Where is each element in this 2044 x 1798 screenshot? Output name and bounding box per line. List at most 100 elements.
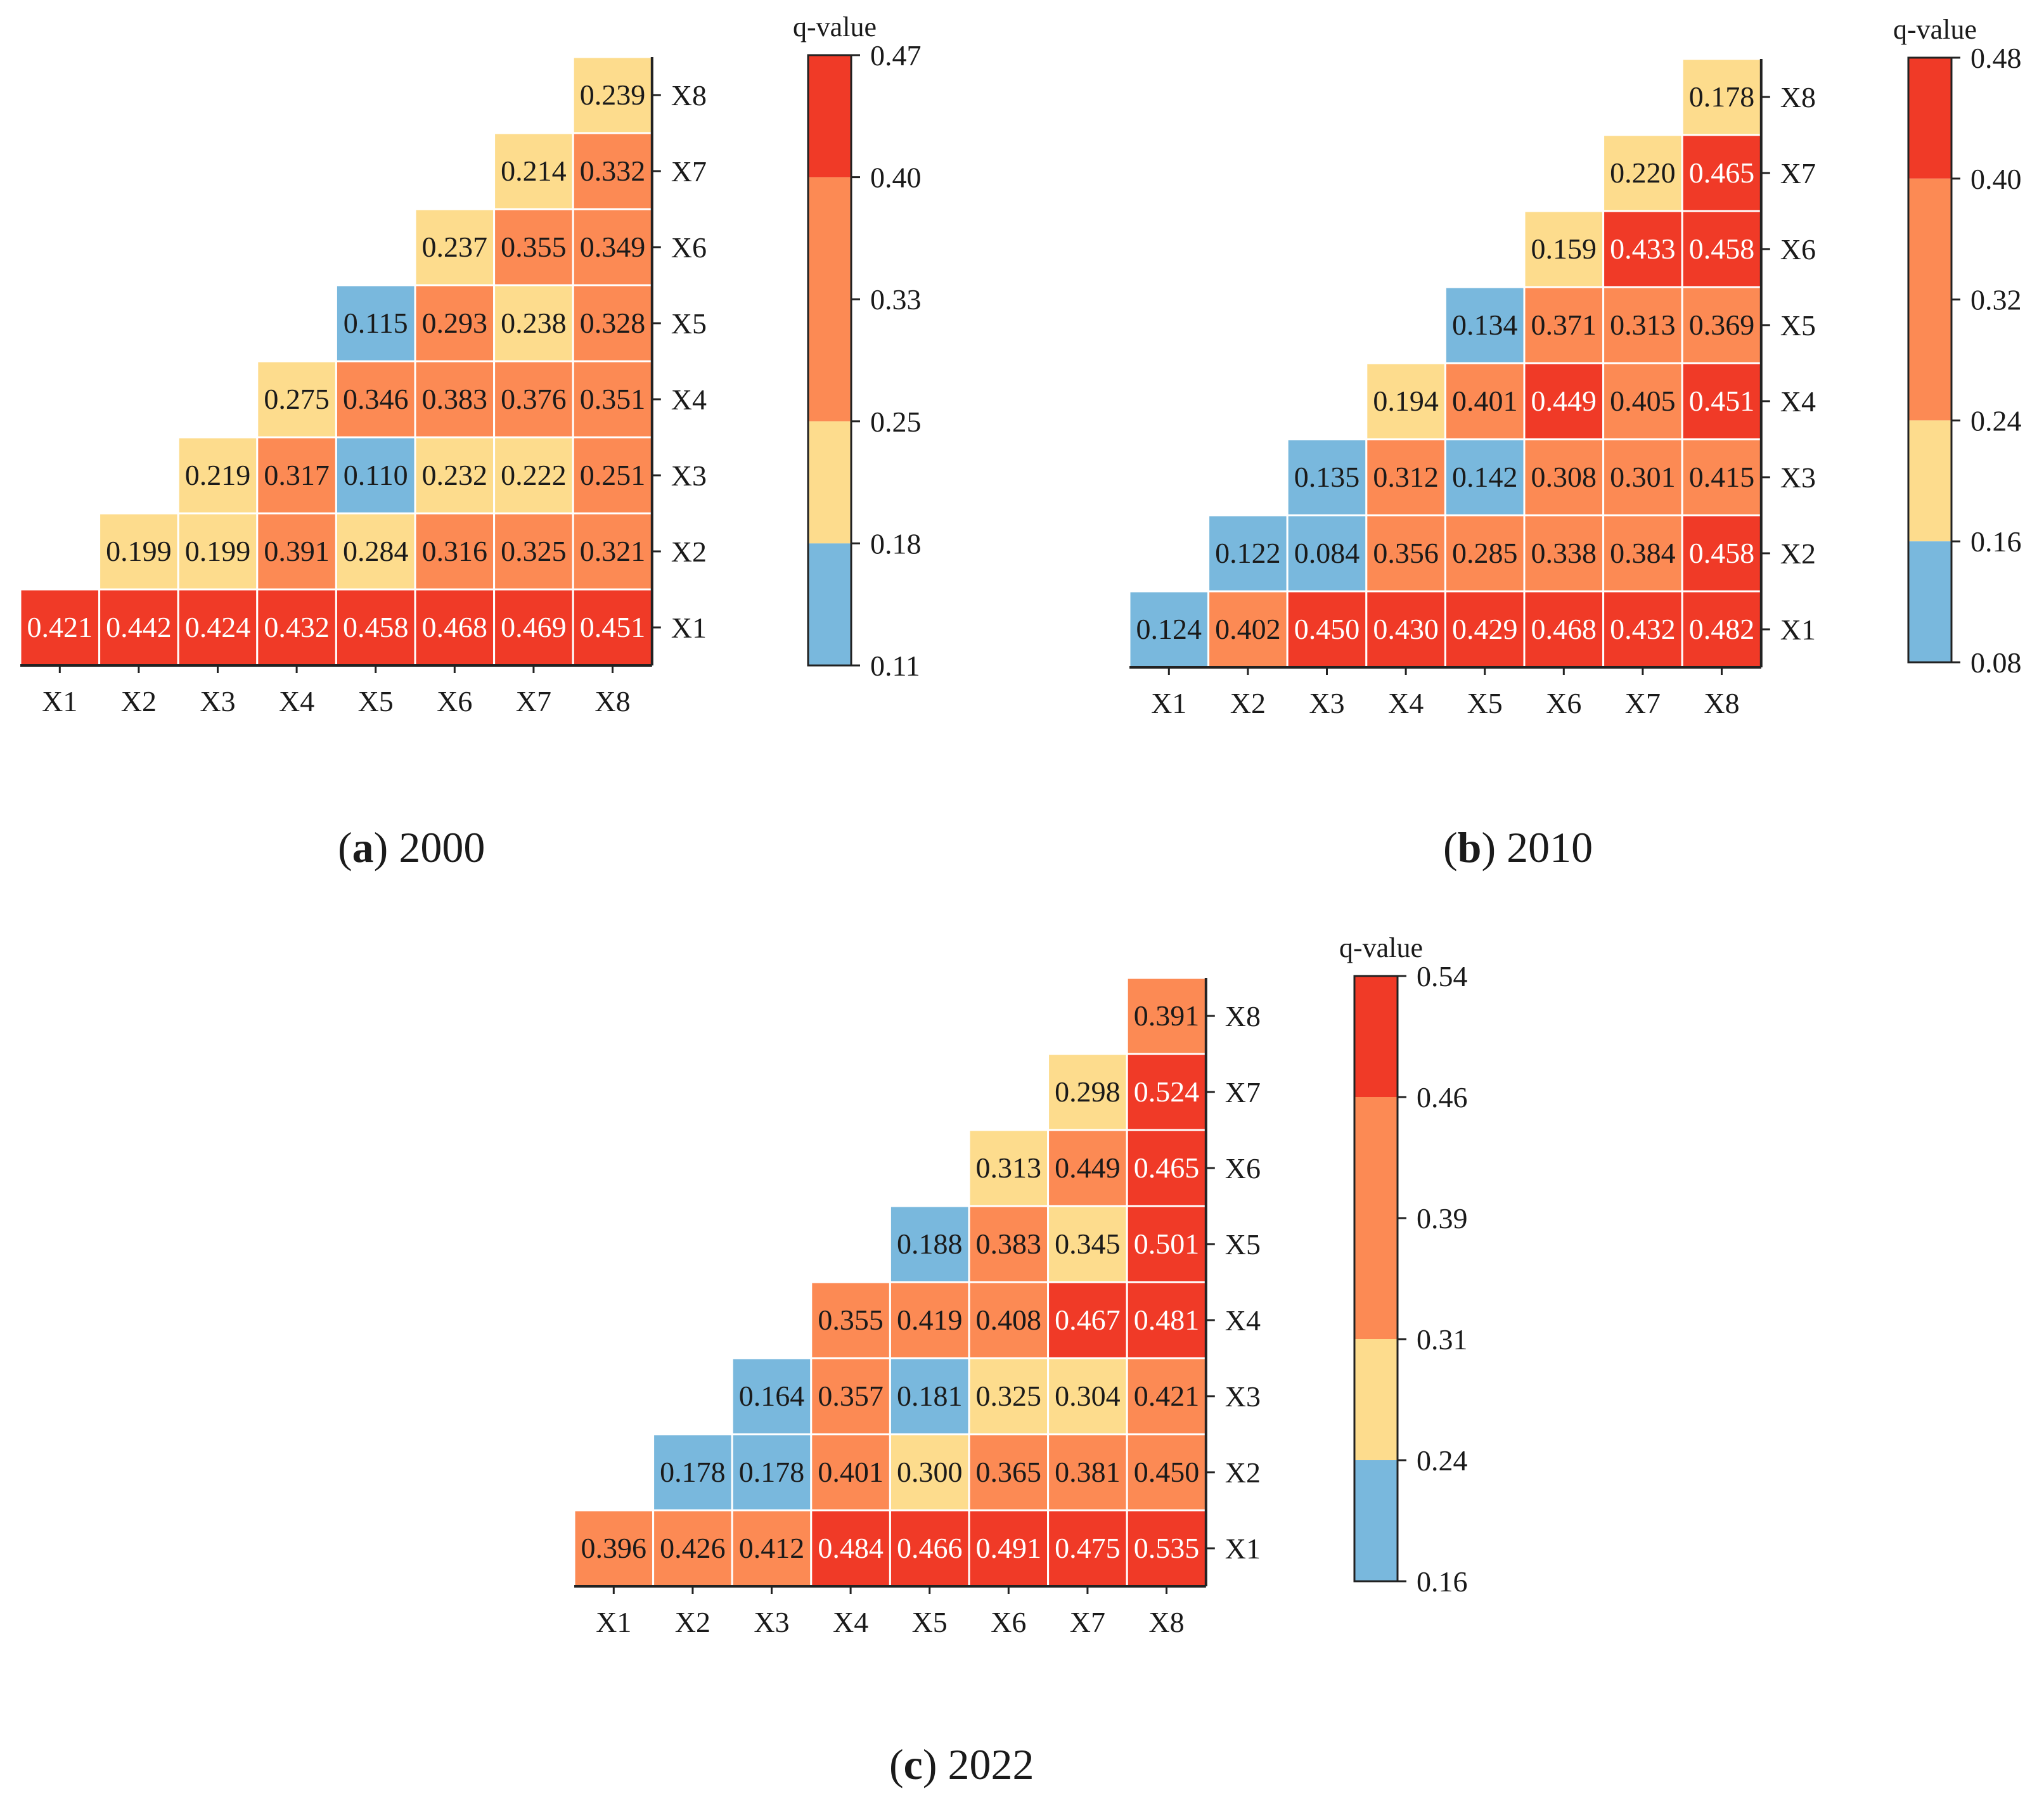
heatmap-cell — [1365, 362, 1446, 440]
x-tick-label: X2 — [1230, 687, 1266, 719]
legend-tick-label: 0.32 — [1970, 284, 2022, 316]
y-tick-label: X8 — [1225, 1000, 1261, 1032]
cell-value-label: 0.468 — [422, 611, 488, 643]
legend-color-segment — [1908, 420, 1951, 542]
x-tick-label: X6 — [437, 685, 472, 717]
cell-value-label: 0.442 — [106, 611, 172, 643]
legend-tick-label: 0.46 — [1417, 1081, 1468, 1114]
cell-value-label: 0.450 — [1294, 613, 1360, 645]
legend-color-segment — [1354, 976, 1398, 1097]
caption-a-letter: a — [352, 823, 374, 871]
legend-color-segment — [808, 55, 851, 177]
legend-tick-label: 0.40 — [1970, 163, 2022, 195]
heatmap-cell — [493, 436, 574, 515]
cell-value-label: 0.475 — [1055, 1532, 1121, 1564]
legend-bar-outline — [807, 54, 852, 667]
y-tick-label: X1 — [671, 612, 707, 644]
cell-value-label: 0.501 — [1134, 1228, 1200, 1260]
y-tick-label: X8 — [671, 79, 707, 112]
x-tick-label: X4 — [1388, 687, 1424, 719]
heatmap-cell — [572, 436, 653, 515]
cell-value-label: 0.188 — [897, 1228, 963, 1260]
heatmap-cell — [1523, 362, 1605, 440]
cell-value-label: 0.178 — [660, 1456, 726, 1488]
x-tick-label: X1 — [1151, 687, 1186, 719]
cell-value-label: 0.481 — [1134, 1304, 1200, 1336]
cell-value-label: 0.110 — [344, 459, 408, 491]
heatmap-cell — [177, 436, 259, 515]
y-tick-label: X7 — [671, 155, 707, 188]
heatmap-cell — [1602, 590, 1683, 669]
heatmap-cell — [889, 1205, 970, 1283]
legend-color-segment — [1354, 1097, 1398, 1339]
heatmap-cell — [572, 208, 653, 286]
cell-value-label: 0.316 — [422, 535, 488, 567]
cell-value-label: 0.355 — [818, 1304, 884, 1336]
y-tick-label: X8 — [1780, 81, 1816, 113]
y-tick-label: X4 — [1780, 385, 1816, 418]
heatmap-cell — [572, 512, 653, 591]
x-tick-label: X7 — [516, 685, 551, 717]
cell-value-label: 0.421 — [27, 611, 93, 643]
y-tick-label: X3 — [1225, 1380, 1261, 1413]
cell-value-label: 0.408 — [976, 1304, 1042, 1336]
y-tick-label: X7 — [1780, 157, 1816, 189]
cell-value-label: 0.321 — [580, 535, 646, 567]
heatmap-cell — [1681, 134, 1763, 212]
caption-b-letter: b — [1457, 823, 1482, 871]
x-tick-label: X3 — [754, 1606, 789, 1638]
y-tick-label: X2 — [671, 536, 707, 568]
legend-tick-label: 0.47 — [870, 39, 922, 72]
cell-value-label: 0.178 — [739, 1456, 805, 1488]
heatmap-cell — [572, 284, 653, 363]
legend-tick-label: 0.40 — [870, 162, 922, 194]
x-tick-label: X4 — [833, 1606, 868, 1638]
cell-value-label: 0.535 — [1134, 1532, 1200, 1564]
legend-tick-label: 0.39 — [1417, 1202, 1468, 1235]
y-tick-label: X1 — [1225, 1532, 1261, 1565]
cell-value-label: 0.275 — [264, 383, 330, 415]
cell-value-label: 0.429 — [1452, 613, 1518, 645]
cell-value-label: 0.482 — [1689, 613, 1755, 645]
cell-value-label: 0.465 — [1689, 157, 1755, 189]
cell-value-label: 0.199 — [185, 535, 251, 567]
x-tick-label: X6 — [991, 1606, 1026, 1638]
legend-bar-outline — [1907, 56, 1953, 664]
heatmap-cell — [493, 360, 574, 439]
cell-value-label: 0.355 — [501, 231, 567, 263]
heatmap-cell — [572, 56, 653, 134]
cell-value-label: 0.458 — [1689, 537, 1755, 569]
cell-value-label: 0.345 — [1055, 1228, 1121, 1260]
cell-value-label: 0.376 — [501, 383, 567, 415]
cell-value-label: 0.293 — [422, 307, 488, 339]
heatmap-cell — [1047, 1205, 1128, 1283]
cell-value-label: 0.122 — [1215, 537, 1281, 569]
heatmap-cell — [1681, 590, 1763, 669]
cell-value-label: 0.313 — [976, 1152, 1042, 1184]
heatmap-cell — [1602, 286, 1683, 364]
cell-value-label: 0.369 — [1689, 309, 1755, 341]
heatmap-cell — [493, 132, 574, 210]
cell-value-label: 0.484 — [818, 1532, 884, 1564]
cell-value-label: 0.356 — [1373, 537, 1439, 569]
heatmap-cell — [1126, 1281, 1207, 1359]
heatmap-cell — [1444, 286, 1526, 364]
cell-value-label: 0.214 — [501, 155, 567, 187]
heatmap-cell — [335, 360, 416, 439]
cell-value-label: 0.469 — [501, 611, 567, 643]
legend-tick-label: 0.25 — [870, 406, 922, 438]
cell-value-label: 0.424 — [185, 611, 251, 643]
heatmap-cell — [1126, 1129, 1207, 1207]
cell-value-label: 0.232 — [422, 459, 488, 491]
heatmap-cell — [493, 512, 574, 591]
cell-value-label: 0.313 — [1610, 309, 1676, 341]
cell-value-label: 0.351 — [580, 383, 646, 415]
legend-tick-label: 0.24 — [1417, 1444, 1468, 1477]
heatmap-cell — [889, 1357, 970, 1435]
y-tick-label: X5 — [1780, 309, 1816, 342]
legend-color-segment — [1354, 1460, 1398, 1581]
legend-color-segment — [1354, 1339, 1398, 1460]
cell-value-label: 0.383 — [976, 1228, 1042, 1260]
heatmap-cell — [1523, 286, 1605, 364]
cell-value-label: 0.432 — [264, 611, 330, 643]
